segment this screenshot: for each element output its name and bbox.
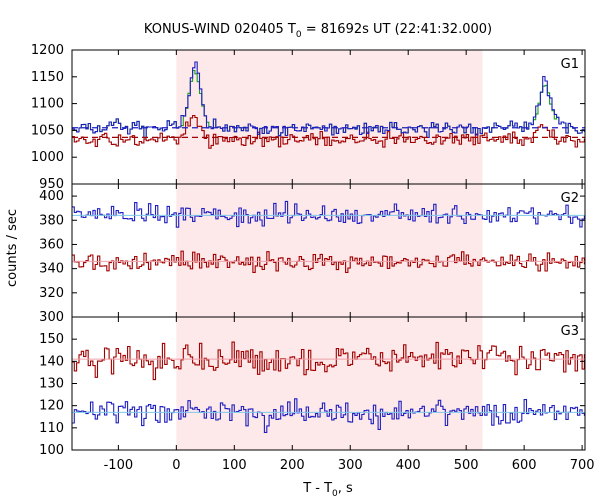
y-tick-label: 340 <box>39 262 64 277</box>
series-blue-g2 <box>72 200 585 228</box>
series-blue-g1 <box>72 61 585 139</box>
y-tick-label: 110 <box>39 421 64 436</box>
y-tick-label: 1100 <box>31 97 64 112</box>
x-tick-label: -100 <box>104 458 134 473</box>
y-tick-label: 1150 <box>31 70 64 85</box>
y-tick-label: 1000 <box>31 150 64 165</box>
shaded-interval <box>176 184 483 317</box>
panels-group: 95010001050110011501200G1300320340360380… <box>31 43 595 473</box>
x-tick-label: 0 <box>172 458 180 473</box>
y-tick-label: 360 <box>39 237 64 252</box>
y-tick-label: 300 <box>39 310 64 325</box>
shaded-interval <box>176 317 483 450</box>
panel-label-g3: G3 <box>561 324 579 339</box>
x-tick-label: 300 <box>338 458 363 473</box>
y-tick-label: 150 <box>39 332 64 347</box>
y-tick-label: 140 <box>39 354 64 369</box>
y-tick-label: 1200 <box>31 43 64 58</box>
y-tick-label: 320 <box>39 286 64 301</box>
series-blue-g3 <box>72 398 585 433</box>
x-tick-label: 200 <box>280 458 305 473</box>
y-tick-label: 1050 <box>31 123 64 138</box>
y-tick-label: 380 <box>39 213 64 228</box>
series-red-g3 <box>72 341 585 381</box>
y-tick-label: 950 <box>39 177 64 192</box>
x-axis-label: T - T0, s <box>302 481 353 499</box>
panel-label-g1: G1 <box>561 57 579 72</box>
series-red-g1 <box>72 114 585 149</box>
y-tick-label: 130 <box>39 377 64 392</box>
shaded-interval <box>176 50 483 184</box>
x-tick-label: 600 <box>512 458 537 473</box>
x-tick-label: 400 <box>396 458 421 473</box>
y-tick-label: 120 <box>39 399 64 414</box>
x-tick-label: 100 <box>222 458 247 473</box>
y-tick-label: 400 <box>39 189 64 204</box>
y-tick-label: 100 <box>39 443 64 458</box>
panel-label-g2: G2 <box>561 191 579 206</box>
chart-title: KONUS-WIND 020405 T0 = 81692s UT (22:41:… <box>144 22 492 40</box>
x-tick-label: 500 <box>454 458 479 473</box>
x-tick-label: 700 <box>570 458 595 473</box>
y-axis-label: counts / sec <box>5 209 20 287</box>
